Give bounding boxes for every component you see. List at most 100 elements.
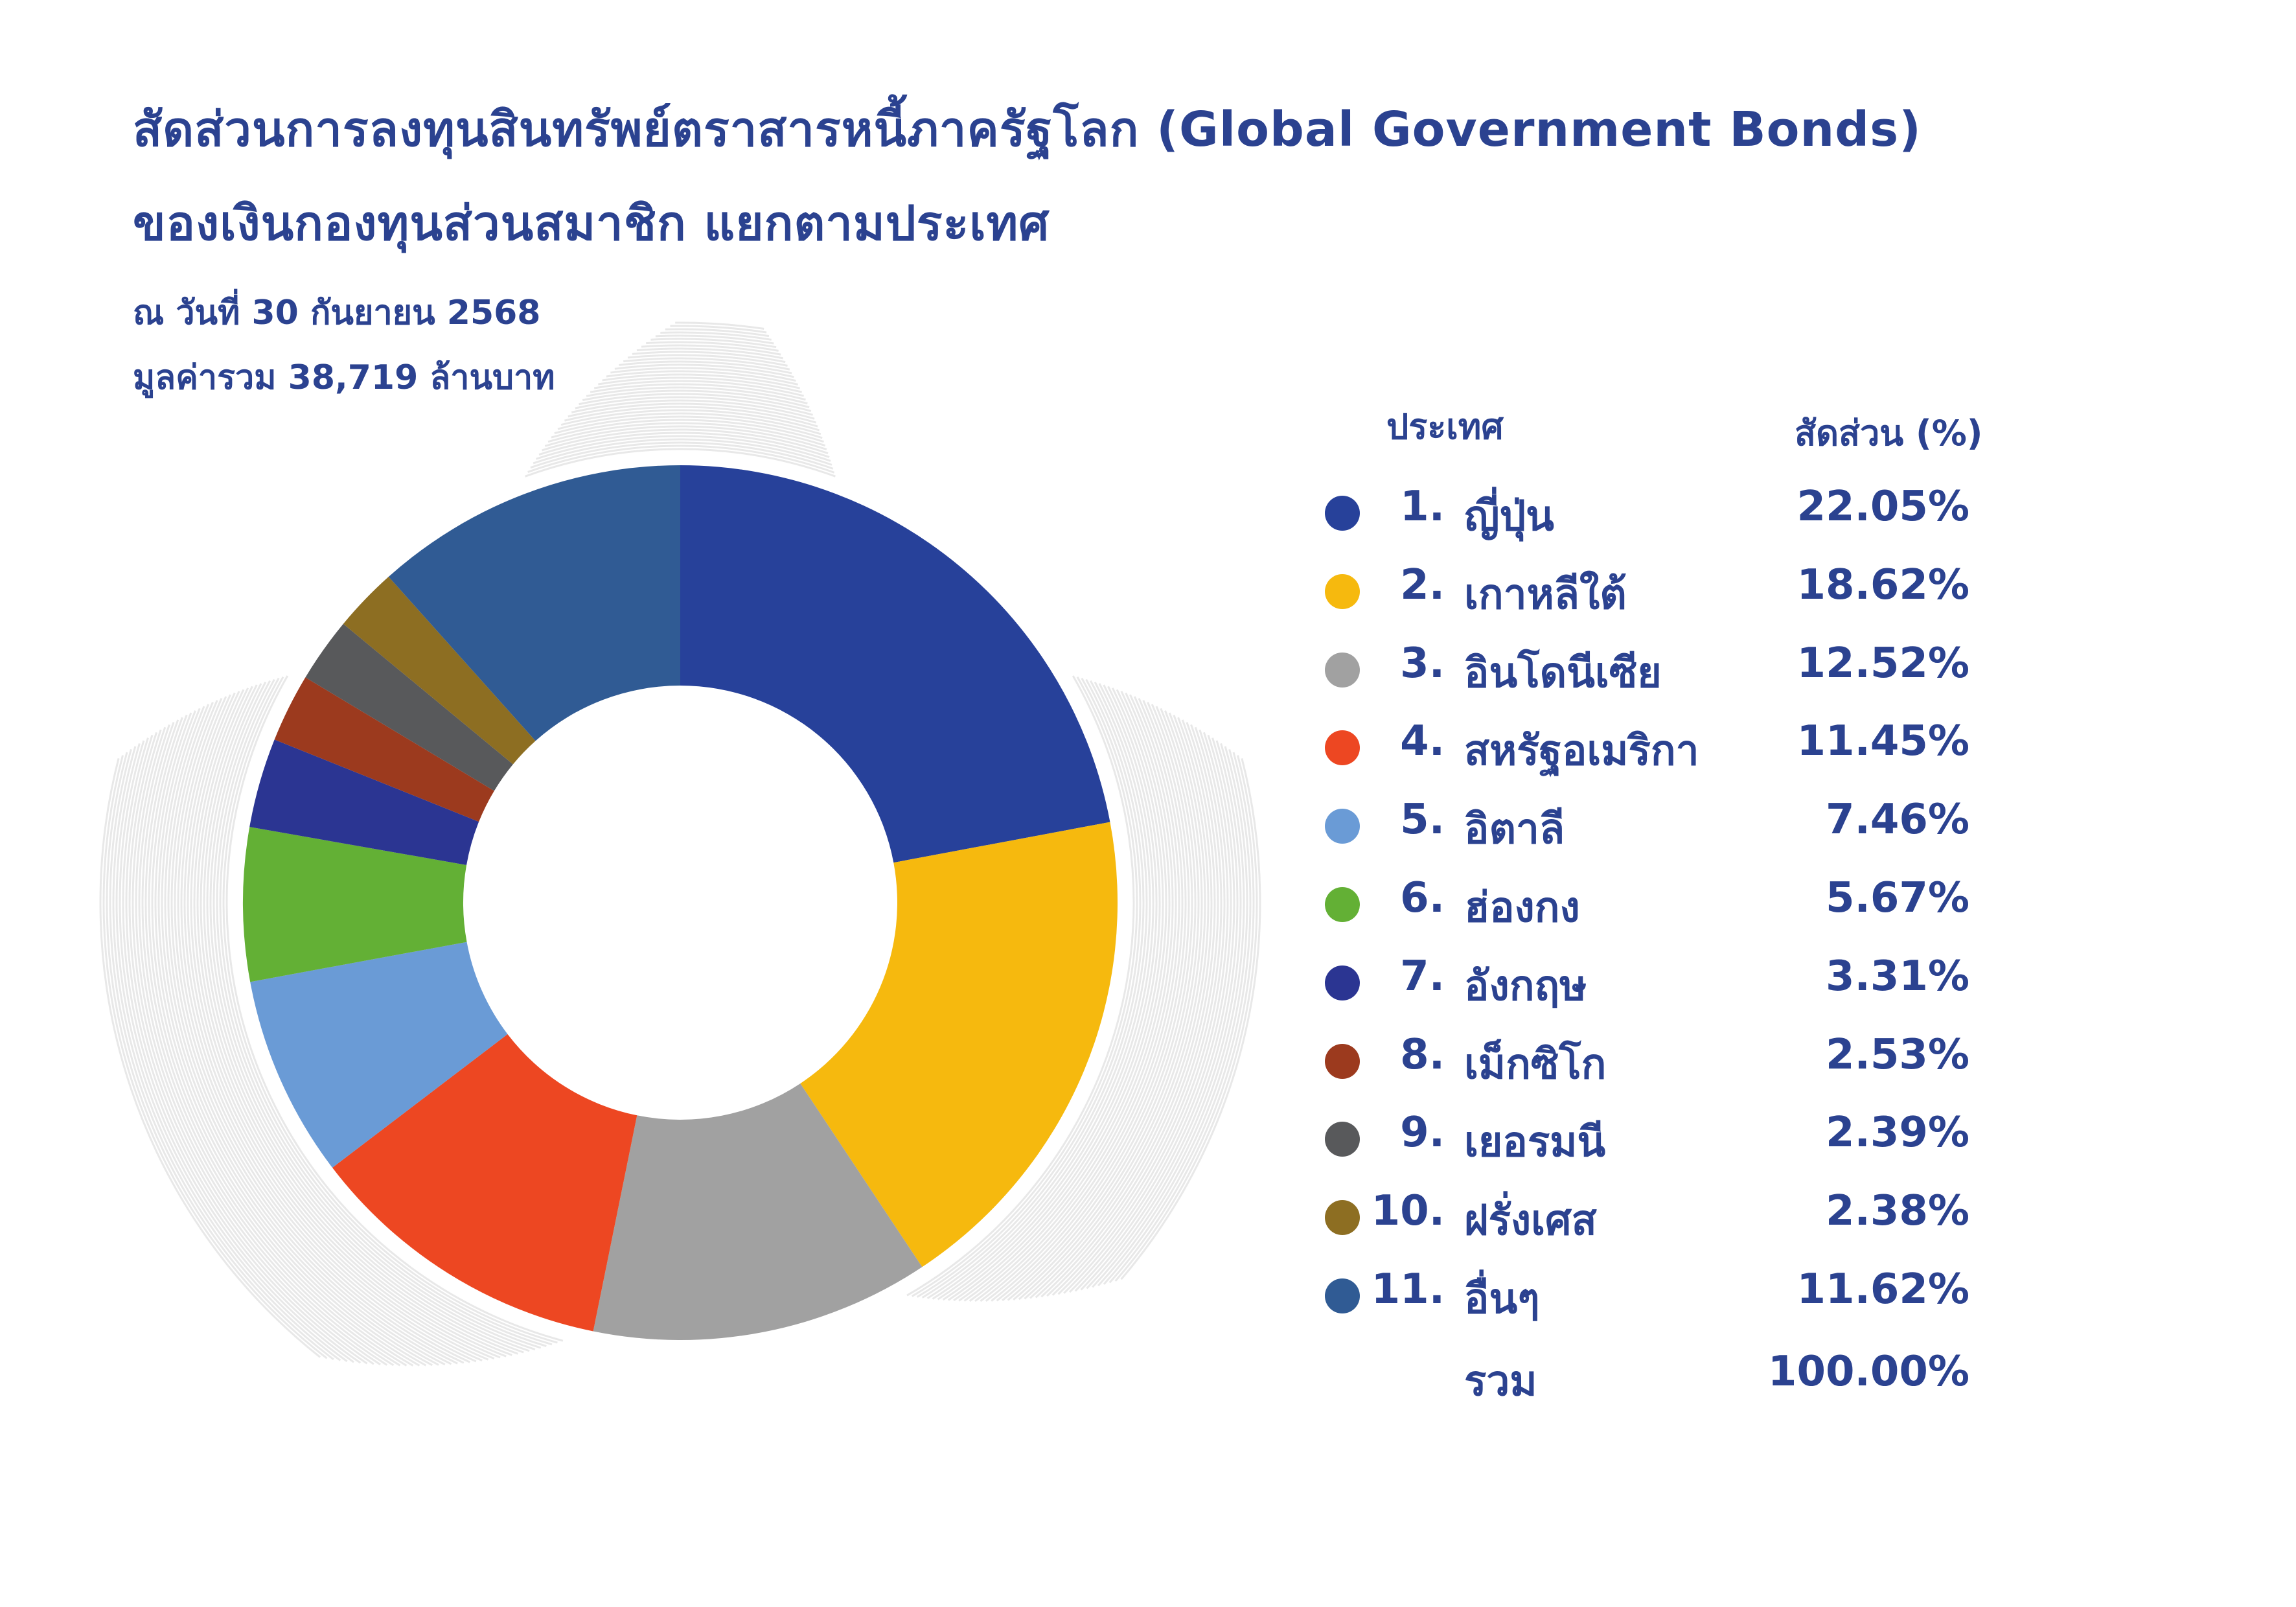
swirl-arc (138, 724, 401, 1367)
legend-row: 5. อิตาลี 7.46% (0, 796, 2296, 861)
legend-color-dot (1325, 887, 1360, 922)
swirl-arc (203, 684, 524, 1354)
swirl-arc (575, 396, 813, 416)
swirl-arc (102, 755, 328, 1359)
swirl-arc (1024, 712, 1206, 1300)
legend-rank: 6. (1400, 874, 1445, 922)
swirl-arc (222, 676, 558, 1344)
legend-country-name: เม็กซิโก (1464, 1040, 1607, 1089)
swirl-arc (216, 678, 547, 1347)
swirl-arc (1080, 737, 1239, 1291)
swirl-arc (144, 719, 414, 1367)
swirl-arc (148, 717, 420, 1367)
legend-percentage: 2.39% (1825, 1109, 1969, 1157)
swirl-arc (536, 435, 831, 462)
swirl-arc (655, 334, 774, 345)
donut-slice-5 (250, 942, 508, 1168)
swirl-arc (906, 675, 1135, 1297)
swirl-arc (125, 735, 374, 1365)
legend-percentage: 11.62% (1797, 1266, 1969, 1313)
legend-row: 4. สหรัฐอเมริกา 11.45% (0, 717, 2296, 782)
legend-country-name: อิตาลี (1464, 805, 1565, 854)
legend-color-dot (1325, 652, 1360, 688)
legend-rank: 8. (1400, 1030, 1445, 1079)
swirl-arc (619, 360, 792, 375)
legend-row: 10. ฝรั่งเศส 2.38% (0, 1187, 2296, 1252)
legend-color-dot (1325, 1278, 1360, 1313)
background-swirl-decoration (99, 321, 1261, 1367)
legend-color-dot (1325, 1122, 1360, 1157)
swirl-arc (225, 675, 564, 1342)
legend-country-name: อังกฤษ (1464, 962, 1587, 1010)
donut-slice-1 (680, 465, 1110, 863)
swirl-arc (183, 694, 489, 1361)
swirl-arc (560, 409, 820, 432)
legend-color-dot (1325, 1043, 1360, 1079)
swirl-arc (174, 700, 470, 1363)
swirl-arc (1114, 755, 1258, 1282)
subtitle-date: ณ วันที่ 30 กันยายน 2568 (133, 294, 541, 332)
swirl-arc (650, 338, 777, 349)
swirl-arc (590, 383, 806, 401)
swirl-arc (586, 386, 808, 405)
swirl-arc (912, 676, 1138, 1297)
swirl-arc (1057, 726, 1226, 1295)
swirl-arc (109, 748, 341, 1361)
chart-title-line-2: ของเงินกองทุนส่วนสมาชิก แยกตามประเทศ (133, 196, 1050, 251)
swirl-arc (1029, 715, 1210, 1299)
swirl-arc (119, 740, 362, 1364)
legend-row: 7. อังกฤษ 3.31% (0, 953, 2296, 1017)
swirl-arc (1035, 717, 1213, 1299)
legend-country-name: เกาหลีใต้ (1464, 570, 1627, 619)
swirl-arc (606, 370, 799, 386)
legend-percentage: 12.52% (1797, 639, 1969, 688)
swirl-arc (190, 691, 501, 1359)
swirl-arc (132, 729, 388, 1366)
legend-country-name: อื่นๆ (1464, 1275, 1540, 1323)
swirl-arc (122, 737, 368, 1365)
legend-country-name: สหรัฐอเมริกา (1464, 727, 1699, 776)
legend-percentage: 2.53% (1825, 1030, 1969, 1079)
swirl-arc (99, 758, 321, 1358)
legend-color-dot (1325, 573, 1360, 609)
swirl-arc (942, 684, 1158, 1301)
swirl-arc (1063, 729, 1229, 1294)
donut-slice-6 (243, 827, 467, 982)
swirl-arc (646, 341, 779, 352)
swirl-arc (582, 389, 810, 408)
legend-header-country: ประเทศ (1386, 406, 1504, 447)
legend-row: 3. อินโดนีเซีย 12.52% (0, 640, 2296, 704)
chart-title-line-1: สัดส่วนการลงทุนสินทรัพย์ตราสารหนี้ภาครัฐ… (133, 102, 1922, 157)
swirl-arc (128, 732, 381, 1366)
swirl-arc (557, 412, 821, 435)
legend-rank: 10. (1371, 1187, 1445, 1236)
swirl-arc (542, 428, 829, 454)
swirl-arc (991, 700, 1187, 1302)
swirl-arc (167, 704, 458, 1365)
legend-color-dot (1325, 730, 1360, 766)
swirl-arc (141, 722, 408, 1367)
donut-slice-2 (800, 822, 1118, 1267)
swirl-arc (1108, 752, 1255, 1284)
swirl-arc (206, 683, 530, 1352)
swirl-arc (969, 692, 1174, 1302)
swirl-arc (974, 694, 1177, 1302)
swirl-arc (1018, 710, 1203, 1301)
swirl-arc (660, 331, 772, 341)
swirl-arc (568, 402, 817, 424)
swirl-arc (947, 686, 1161, 1301)
swirl-arc (170, 702, 465, 1364)
swirl-arc (187, 692, 495, 1360)
swirl-arc (627, 354, 788, 367)
swirl-arc (1097, 746, 1248, 1287)
swirl-arc (164, 706, 452, 1365)
swirl-arc (154, 712, 433, 1367)
swirl-arc (1074, 735, 1235, 1292)
legend-percentage: 7.46% (1825, 796, 1969, 844)
swirl-arc (547, 422, 826, 447)
legend-rank: 7. (1400, 952, 1445, 1000)
legend-country-name: ฝรั่งเศส (1464, 1197, 1597, 1245)
donut-slice-9 (305, 623, 513, 791)
swirl-arc (932, 681, 1151, 1300)
